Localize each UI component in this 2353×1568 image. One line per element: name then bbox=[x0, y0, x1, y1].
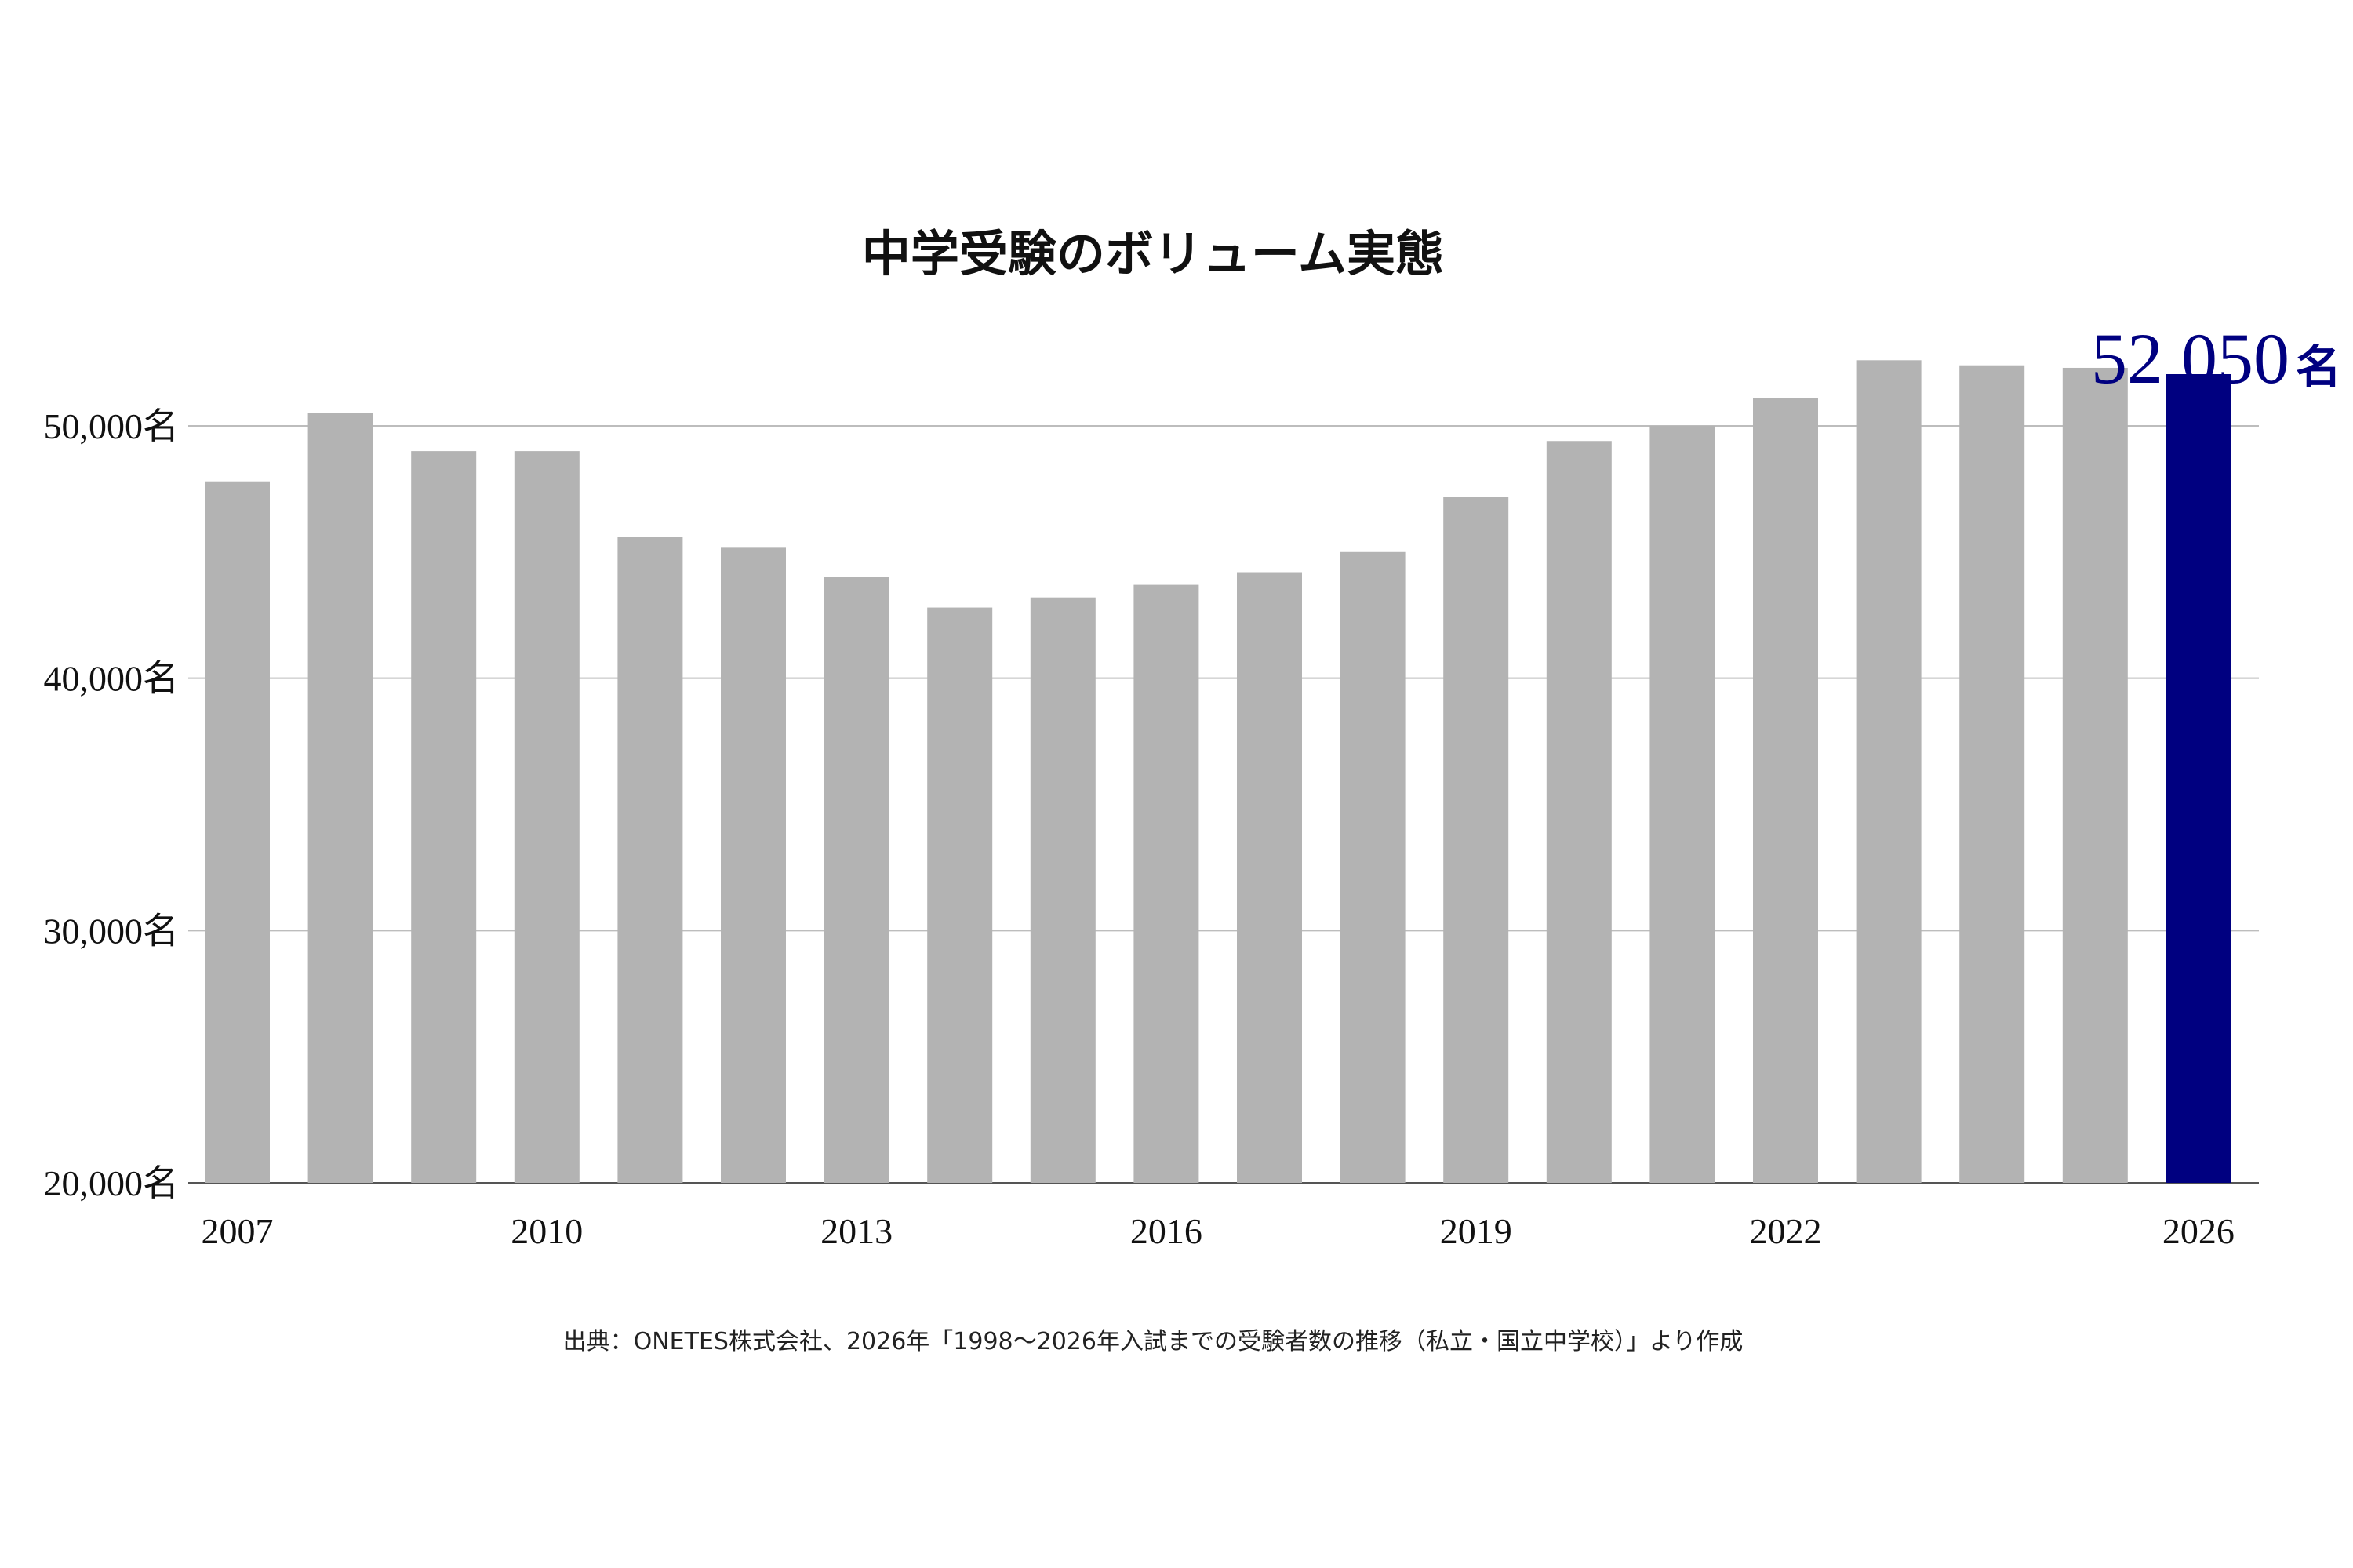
bar-2025 bbox=[2062, 367, 2128, 1184]
x-tick-label: 2019 bbox=[1440, 1211, 1512, 1251]
y-axis-ticks: 20,000名 30,000名 40,000名 50,000名 bbox=[44, 405, 180, 1204]
bar-2009 bbox=[411, 451, 477, 1183]
bar-2012 bbox=[721, 547, 786, 1183]
highlight-value-label: 52,050 名 bbox=[2091, 318, 2341, 398]
bar-2008 bbox=[307, 413, 373, 1183]
bar-2021 bbox=[1649, 425, 1715, 1183]
bar-2022 bbox=[1753, 398, 1818, 1184]
source-note: 出典：ONETES株式会社、2026年「1998〜2026年入試までの受験者数の… bbox=[563, 1328, 1744, 1355]
x-tick-label: 2013 bbox=[820, 1211, 893, 1251]
highlight-unit: 名 bbox=[2296, 340, 2341, 394]
x-tick-label: 2007 bbox=[202, 1211, 274, 1251]
y-tick-label: 40,000名 bbox=[44, 657, 180, 700]
highlight-value: 52,050 bbox=[2091, 318, 2289, 398]
bar-2011 bbox=[617, 537, 683, 1183]
bar-2016 bbox=[1133, 584, 1199, 1183]
bar-2018 bbox=[1340, 551, 1406, 1183]
chart-title: 中学受験のボリューム実態 bbox=[862, 225, 1444, 282]
y-tick-label: 50,000名 bbox=[44, 405, 180, 447]
x-tick-label: 2016 bbox=[1130, 1211, 1202, 1251]
bars bbox=[205, 360, 2231, 1184]
y-tick-label: 20,000名 bbox=[44, 1162, 180, 1204]
bar-2013 bbox=[824, 577, 889, 1183]
x-tick-label: 2010 bbox=[511, 1211, 583, 1251]
bar-2026 bbox=[2166, 373, 2231, 1183]
bar-2014 bbox=[927, 607, 993, 1183]
bar-2019 bbox=[1443, 497, 1509, 1183]
bar-2007 bbox=[205, 481, 270, 1183]
y-tick-label: 30,000名 bbox=[44, 909, 180, 951]
bar-2023 bbox=[1856, 360, 1922, 1183]
bar-2020 bbox=[1546, 441, 1612, 1183]
bar-2010 bbox=[514, 451, 580, 1183]
bar-2015 bbox=[1030, 597, 1096, 1183]
gridlines bbox=[188, 424, 2259, 1184]
bar-2024 bbox=[1959, 365, 2025, 1183]
x-tick-label: 2022 bbox=[1750, 1211, 1822, 1251]
bar-2017 bbox=[1237, 572, 1302, 1183]
x-tick-label: 2026 bbox=[2162, 1211, 2235, 1251]
x-axis-ticks: 2007 2010 2013 2016 2019 2022 2026 bbox=[202, 1211, 2235, 1251]
